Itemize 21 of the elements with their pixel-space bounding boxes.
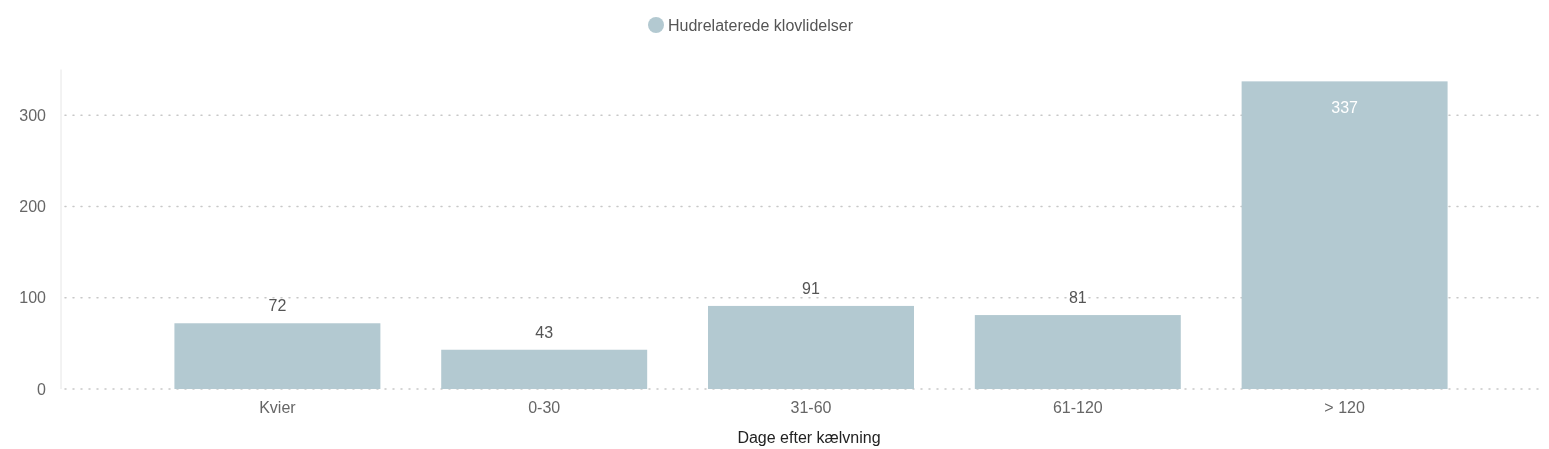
x-tick-label: Kvier — [259, 399, 297, 416]
bar — [1241, 81, 1448, 389]
x-axis-title: Dage efter kælvning — [737, 429, 881, 446]
legend-label: Hudrelaterede klovlidelser — [668, 16, 854, 34]
data-label: 91 — [802, 279, 820, 297]
x-tick-label: > 120 — [1324, 399, 1365, 416]
x-tick-label: 0-30 — [528, 399, 561, 416]
data-label: 43 — [535, 323, 554, 341]
bar — [708, 305, 914, 389]
y-tick-label: 300 — [19, 106, 47, 124]
data-label: 72 — [268, 297, 287, 315]
y-tick-label: 200 — [19, 198, 47, 216]
bar — [974, 315, 1181, 389]
x-tick-label: 31-60 — [790, 399, 832, 416]
data-label: 81 — [1068, 289, 1087, 307]
data-label: 337 — [1331, 99, 1359, 117]
bar — [174, 323, 381, 389]
y-tick-label: 100 — [19, 289, 47, 307]
bar — [441, 349, 648, 389]
y-tick-label: 0 — [37, 380, 47, 398]
x-tick-label: 61-120 — [1052, 399, 1103, 416]
